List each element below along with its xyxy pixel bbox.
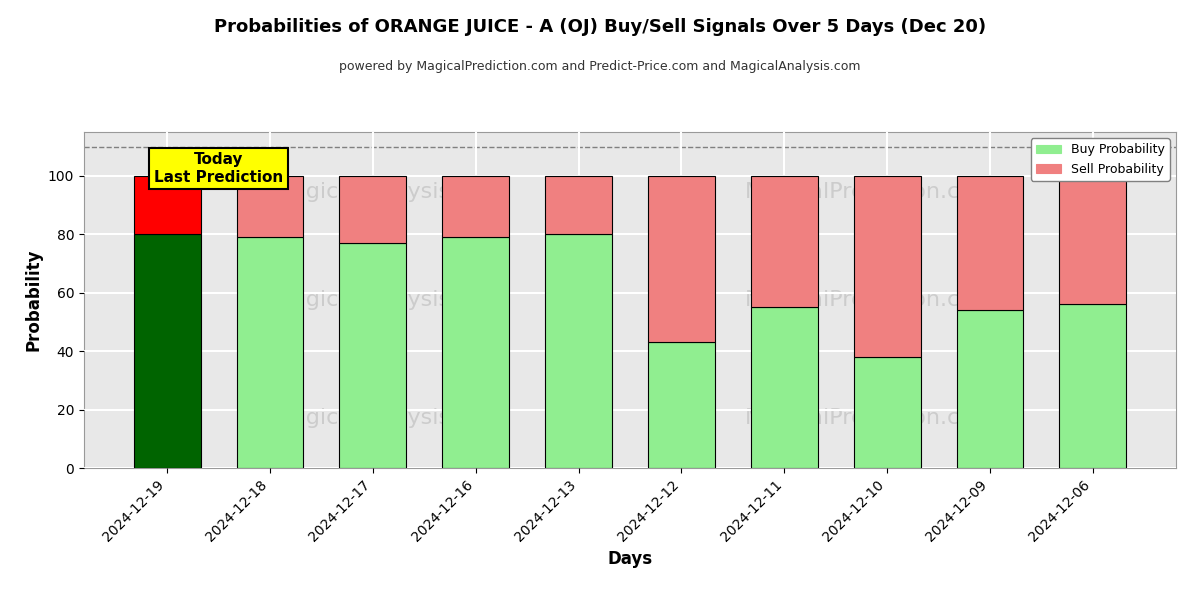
Bar [853, 357, 920, 468]
Bar [340, 243, 407, 468]
Text: Today
Last Prediction: Today Last Prediction [154, 152, 283, 185]
Text: powered by MagicalPrediction.com and Predict-Price.com and MagicalAnalysis.com: powered by MagicalPrediction.com and Pre… [340, 60, 860, 73]
Y-axis label: Probability: Probability [24, 249, 42, 351]
Bar [956, 176, 1024, 310]
Bar [648, 176, 715, 343]
Text: MagicalAnalysis.com: MagicalAnalysis.com [274, 290, 505, 310]
Bar [443, 237, 509, 468]
Text: MagicalAnalysis.com: MagicalAnalysis.com [274, 182, 505, 202]
Legend: Buy Probability, Sell Probability: Buy Probability, Sell Probability [1031, 138, 1170, 181]
Bar [340, 176, 407, 243]
Text: MagicalPrediction.com: MagicalPrediction.com [745, 182, 996, 202]
Bar [236, 176, 304, 237]
Text: MagicalAnalysis.com: MagicalAnalysis.com [274, 407, 505, 428]
Bar [133, 234, 200, 468]
Bar [956, 310, 1024, 468]
Bar [853, 176, 920, 357]
Bar [236, 237, 304, 468]
Bar [751, 307, 817, 468]
Bar [133, 176, 200, 234]
Bar [1060, 304, 1127, 468]
Text: MagicalPrediction.com: MagicalPrediction.com [745, 290, 996, 310]
Text: MagicalPrediction.com: MagicalPrediction.com [745, 407, 996, 428]
Text: Probabilities of ORANGE JUICE - A (OJ) Buy/Sell Signals Over 5 Days (Dec 20): Probabilities of ORANGE JUICE - A (OJ) B… [214, 18, 986, 36]
Bar [545, 176, 612, 234]
X-axis label: Days: Days [607, 550, 653, 568]
Bar [545, 234, 612, 468]
Bar [1060, 176, 1127, 304]
Bar [443, 176, 509, 237]
Bar [648, 343, 715, 468]
Bar [751, 176, 817, 307]
